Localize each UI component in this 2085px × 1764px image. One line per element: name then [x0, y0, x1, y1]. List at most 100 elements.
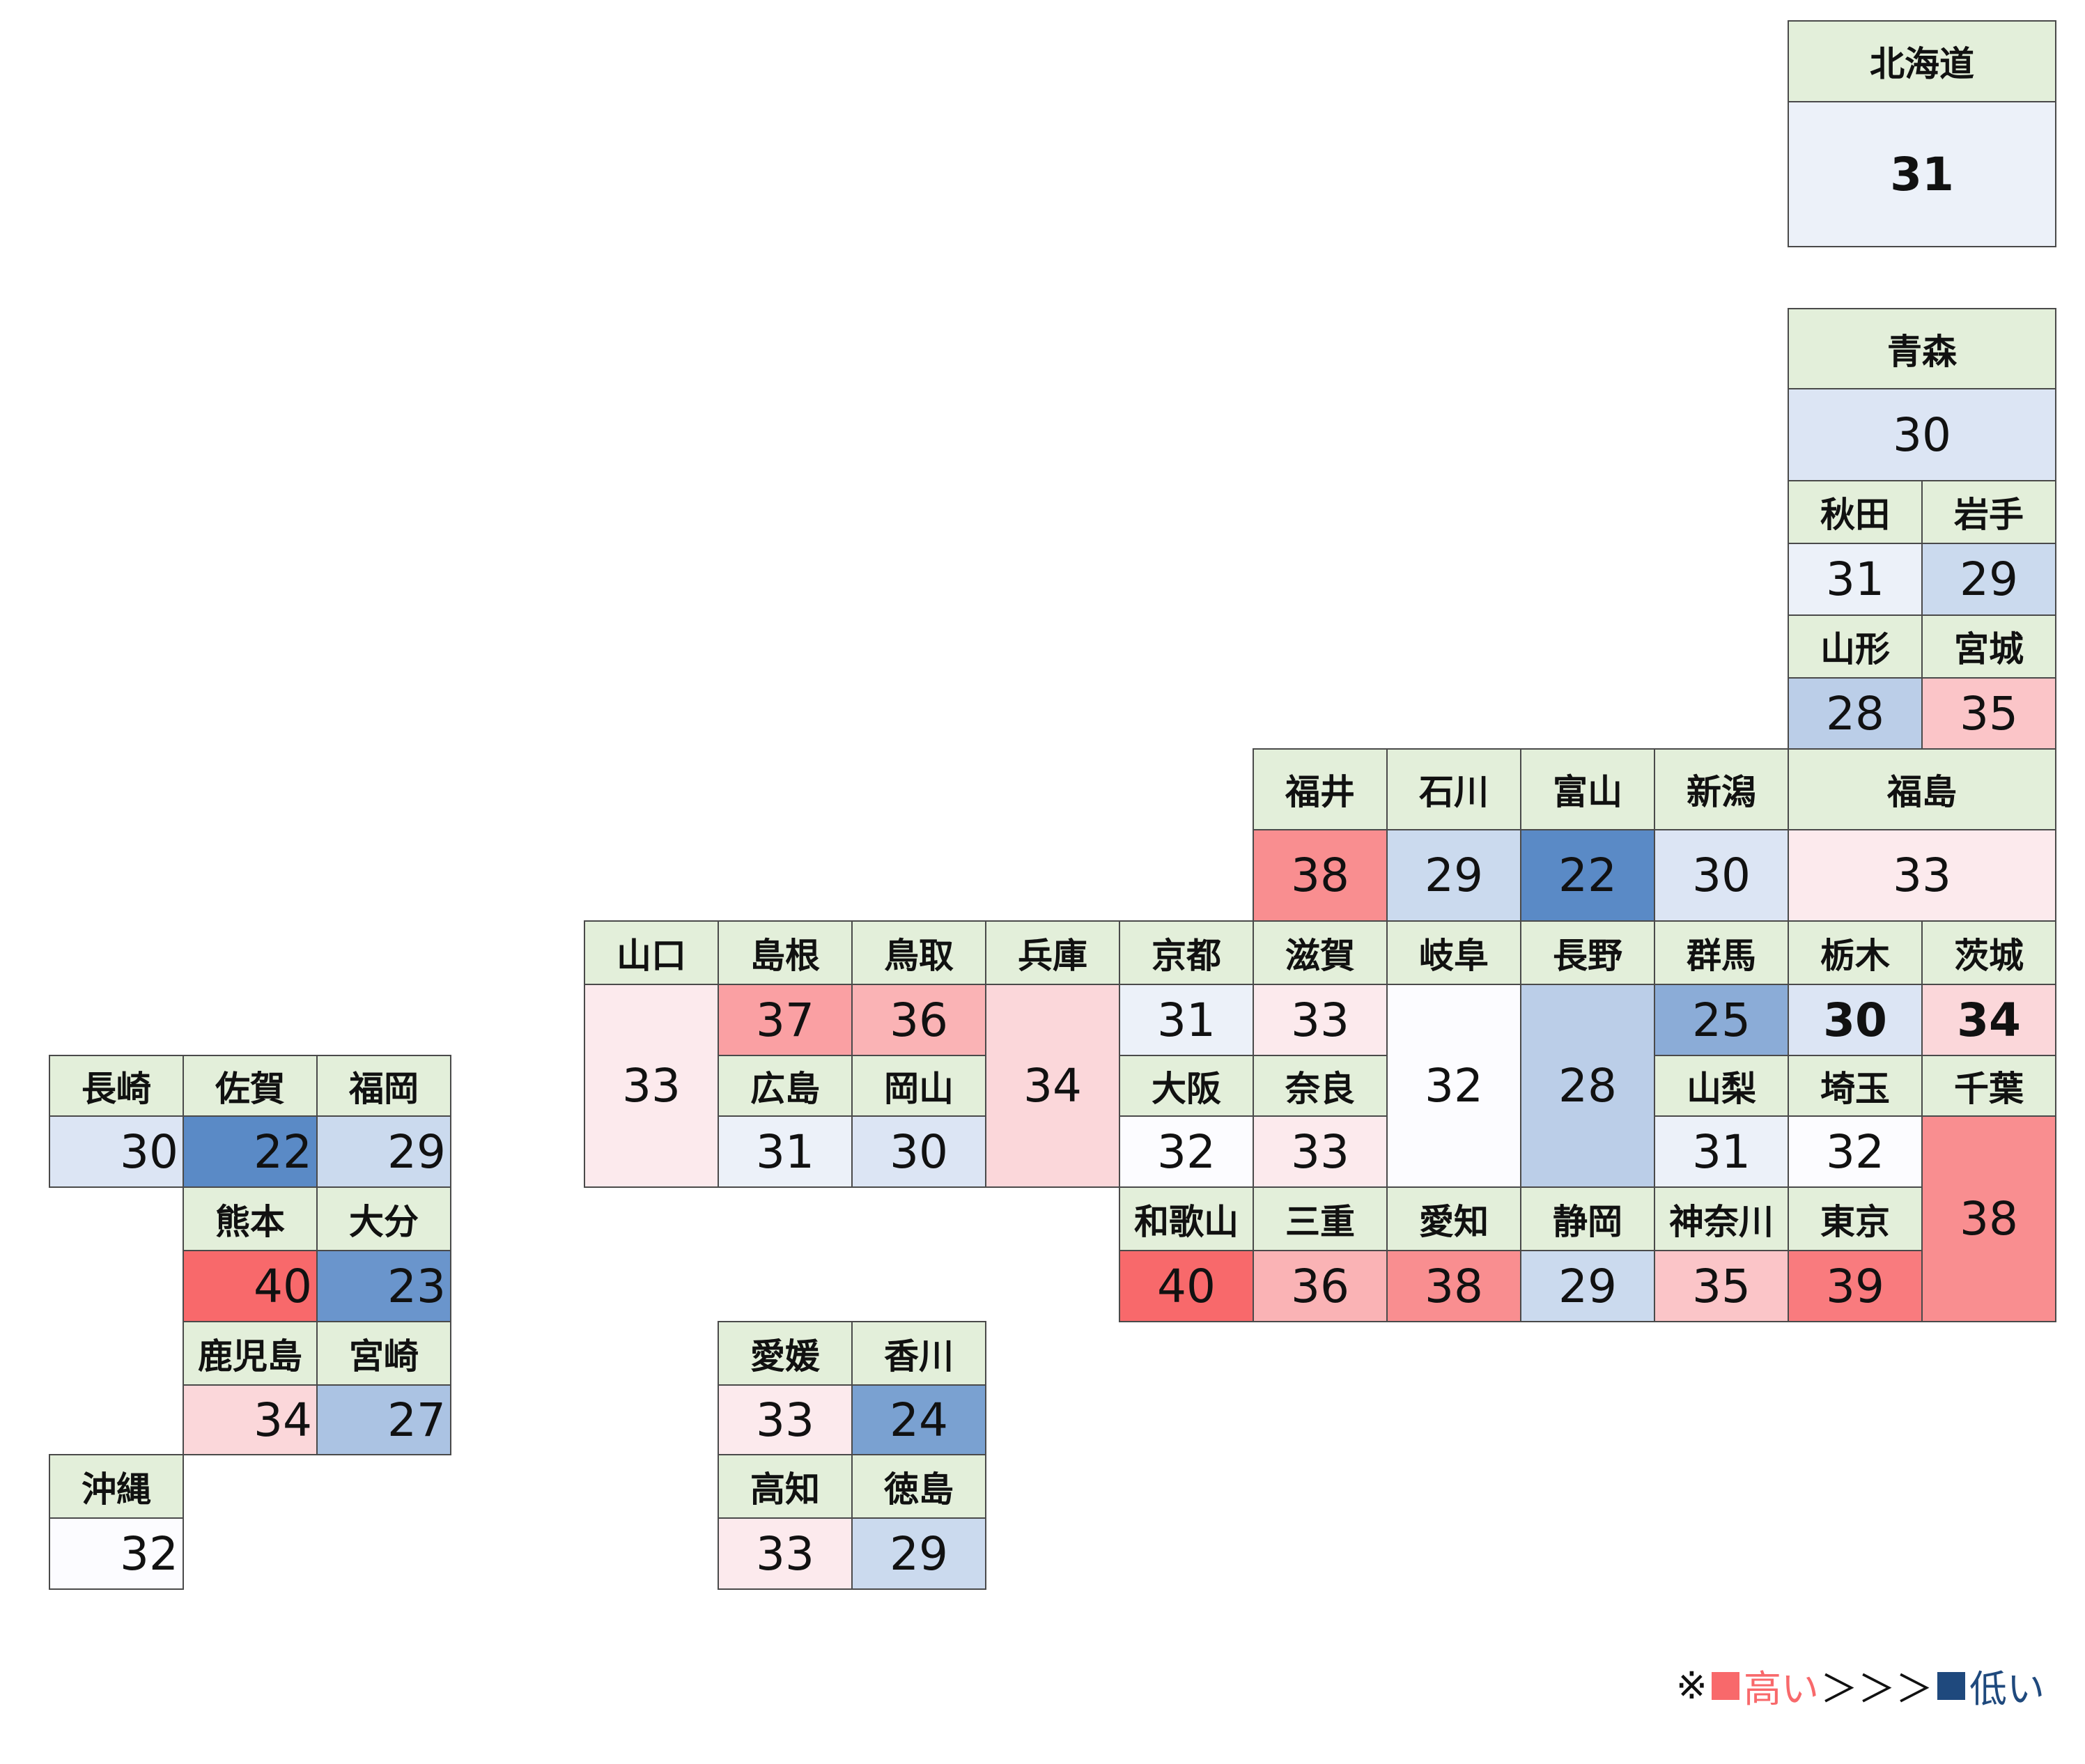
prefecture-name: 熊本 — [183, 1186, 318, 1251]
prefecture-value: 33 — [584, 984, 719, 1188]
prefecture-name: 岡山 — [851, 1055, 986, 1117]
prefecture-value: 38 — [1386, 1250, 1521, 1322]
prefecture-value: 38 — [1921, 1115, 2056, 1322]
prefecture-value: 32 — [49, 1517, 184, 1590]
prefecture-value: 31 — [1119, 984, 1254, 1056]
prefecture-value: 23 — [316, 1250, 451, 1322]
prefecture-name: 島根 — [718, 920, 853, 985]
prefecture-name: 愛媛 — [718, 1321, 853, 1386]
prefecture-name: 富山 — [1520, 748, 1655, 830]
prefecture-value: 22 — [1520, 829, 1655, 922]
prefecture-value: 30 — [1788, 388, 2056, 481]
prefecture-name: 千葉 — [1921, 1055, 2056, 1117]
prefecture-name: 鹿児島 — [183, 1321, 318, 1386]
prefecture-value: 33 — [718, 1517, 853, 1590]
prefecture-value: 39 — [1788, 1250, 1923, 1322]
legend-arrows: ＞＞＞ — [1820, 1667, 1933, 1711]
prefecture-value: 35 — [1921, 677, 2056, 750]
prefecture-name: 神奈川 — [1654, 1186, 1789, 1251]
prefecture-value: 33 — [1788, 829, 2056, 922]
prefecture-value: 31 — [718, 1115, 853, 1188]
prefecture-name: 佐賀 — [183, 1055, 318, 1117]
prefecture-name: 滋賀 — [1253, 920, 1388, 985]
prefecture-value: 25 — [1654, 984, 1789, 1056]
low-swatch — [1937, 1671, 1965, 1700]
high-swatch — [1712, 1671, 1739, 1700]
prefecture-name: 山梨 — [1654, 1055, 1789, 1117]
prefecture-value: 33 — [1253, 1115, 1388, 1188]
prefecture-name: 愛知 — [1386, 1186, 1521, 1251]
prefecture-name: 沖縄 — [49, 1454, 184, 1519]
prefecture-value: 31 — [1788, 101, 2056, 247]
prefecture-name: 東京 — [1788, 1186, 1923, 1251]
prefecture-name: 青森 — [1788, 308, 2056, 389]
prefecture-name: 大阪 — [1119, 1055, 1254, 1117]
prefecture-name: 香川 — [851, 1321, 986, 1386]
prefecture-name: 栃木 — [1788, 920, 1923, 985]
prefecture-name: 群馬 — [1654, 920, 1789, 985]
prefecture-name: 宮城 — [1921, 614, 2056, 679]
prefecture-name: 秋田 — [1788, 480, 1923, 544]
prefecture-name: 岐阜 — [1386, 920, 1521, 985]
prefecture-name: 埼玉 — [1788, 1055, 1923, 1117]
prefecture-value: 29 — [1386, 829, 1521, 922]
prefecture-value: 32 — [1788, 1115, 1923, 1188]
prefecture-value: 29 — [851, 1517, 986, 1590]
prefecture-value: 27 — [316, 1384, 451, 1455]
prefecture-value: 29 — [316, 1115, 451, 1188]
prefecture-value: 30 — [851, 1115, 986, 1188]
legend-low-label: 低い — [1969, 1667, 2045, 1711]
prefecture-value: 40 — [1119, 1250, 1254, 1322]
prefecture-value: 35 — [1654, 1250, 1789, 1322]
prefecture-value: 34 — [183, 1384, 318, 1455]
prefecture-name: 岩手 — [1921, 480, 2056, 544]
prefecture-value: 32 — [1119, 1115, 1254, 1188]
prefecture-value: 36 — [851, 984, 986, 1056]
legend-high-label: 高い — [1744, 1667, 1819, 1711]
prefecture-value: 30 — [1788, 984, 1923, 1056]
prefecture-value: 22 — [183, 1115, 318, 1188]
prefecture-name: 静岡 — [1520, 1186, 1655, 1251]
prefecture-name: 山形 — [1788, 614, 1923, 679]
prefecture-name: 福岡 — [316, 1055, 451, 1117]
prefecture-value: 33 — [718, 1384, 853, 1455]
prefecture-value: 31 — [1788, 543, 1923, 616]
prefecture-value: 30 — [1654, 829, 1789, 922]
prefecture-name: 広島 — [718, 1055, 853, 1117]
prefecture-name: 鳥取 — [851, 920, 986, 985]
prefecture-name: 新潟 — [1654, 748, 1789, 830]
legend-prefix: ※ — [1675, 1664, 1707, 1708]
prefecture-value: 33 — [1253, 984, 1388, 1056]
prefecture-value: 24 — [851, 1384, 986, 1455]
prefecture-value: 34 — [985, 984, 1120, 1188]
prefecture-name: 京都 — [1119, 920, 1254, 985]
prefecture-name: 茨城 — [1921, 920, 2056, 985]
prefecture-name: 山口 — [584, 920, 719, 985]
prefecture-value: 38 — [1253, 829, 1388, 922]
prefecture-name: 長崎 — [49, 1055, 184, 1117]
prefecture-name: 北海道 — [1788, 20, 2056, 102]
prefecture-value: 29 — [1520, 1250, 1655, 1322]
prefecture-name: 長野 — [1520, 920, 1655, 985]
prefecture-name: 大分 — [316, 1186, 451, 1251]
prefecture-value: 31 — [1654, 1115, 1789, 1188]
prefecture-name: 奈良 — [1253, 1055, 1388, 1117]
prefecture-value: 28 — [1788, 677, 1923, 750]
prefecture-name: 三重 — [1253, 1186, 1388, 1251]
prefecture-name: 高知 — [718, 1454, 853, 1519]
prefecture-name: 宮崎 — [316, 1321, 451, 1386]
prefecture-name: 福島 — [1788, 748, 2056, 830]
prefecture-value: 37 — [718, 984, 853, 1056]
prefecture-name: 福井 — [1253, 748, 1388, 830]
color-legend: ※ 高い ＞＞＞ 低い — [1676, 1658, 2045, 1713]
prefecture-value: 28 — [1520, 984, 1655, 1188]
prefecture-name: 徳島 — [851, 1454, 986, 1519]
prefecture-value: 34 — [1921, 984, 2056, 1056]
prefecture-name: 兵庫 — [985, 920, 1120, 985]
prefecture-value: 29 — [1921, 543, 2056, 616]
prefecture-value: 40 — [183, 1250, 318, 1322]
prefecture-value: 30 — [49, 1115, 184, 1188]
prefecture-name: 和歌山 — [1119, 1186, 1254, 1251]
prefecture-name: 石川 — [1386, 748, 1521, 830]
